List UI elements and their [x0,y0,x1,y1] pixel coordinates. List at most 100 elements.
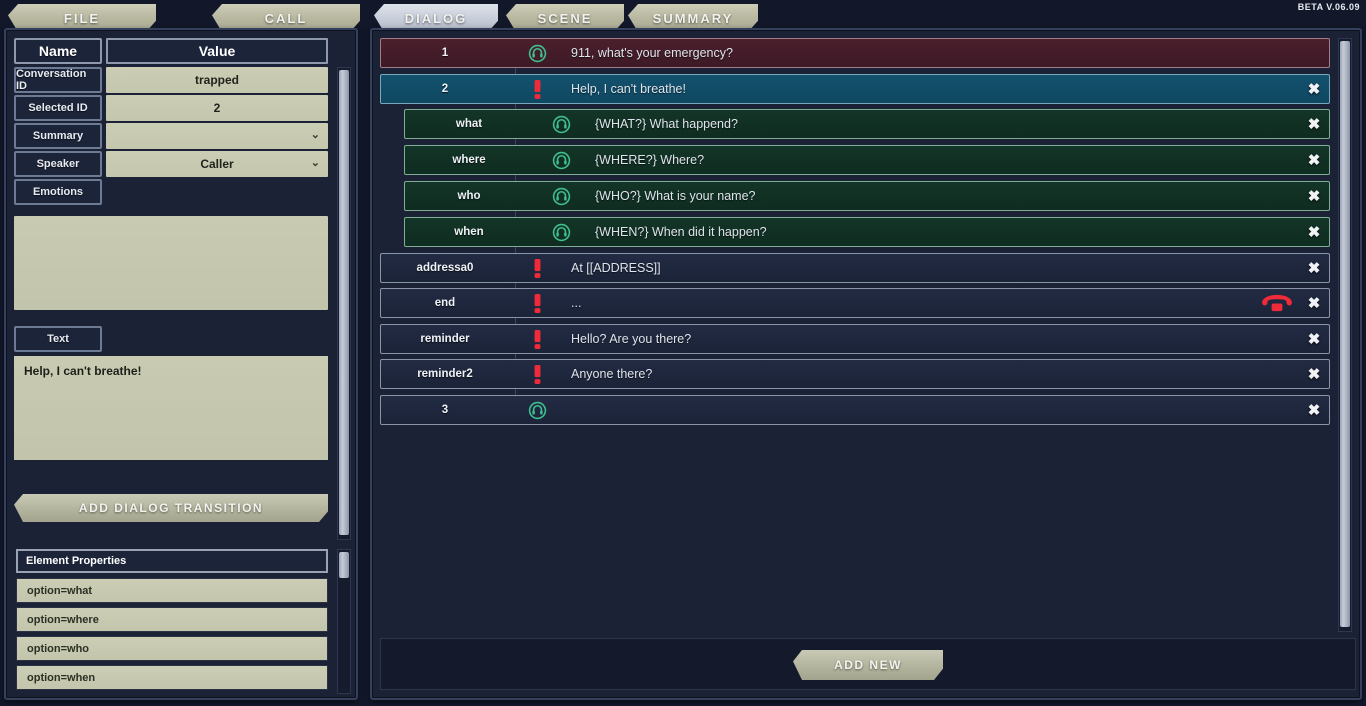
emotions-list-box[interactable] [14,216,328,310]
dialog-row-text: 911, what's your emergency? [571,46,733,60]
element-properties-scrollbar[interactable] [337,549,351,694]
property-row-emotions: Emotions [6,179,356,205]
label-speaker: Speaker [14,151,102,177]
dialog-row[interactable]: what {WHAT?} What happend? ✖ [404,109,1330,139]
delete-row-icon[interactable]: ✖ [1307,223,1321,241]
dialog-panel: 1 911, what's your emergency? ✖ 2 Help, … [370,28,1362,700]
select-speaker[interactable]: Caller ⌄ [106,151,328,177]
dialog-row-id: reminder2 [417,368,473,380]
tab-scene-label: SCENE [537,10,593,26]
dialog-row-text: Hello? Are you there? [571,332,692,346]
dialog-row[interactable]: 1 911, what's your emergency? ✖ [380,38,1330,68]
dialog-list-scrollbar-thumb[interactable] [1340,41,1350,627]
dialog-row-id: reminder [420,333,470,345]
tab-file-label: FILE [63,10,101,26]
dialog-row-text: {WHEN?} When did it happen? [595,225,767,239]
delete-row-icon[interactable]: ✖ [1307,330,1321,348]
delete-row-icon[interactable]: ✖ [1307,151,1321,169]
dialog-row[interactable]: 2 Help, I can't breathe! ✖ [380,74,1330,104]
dialog-row-text: Help, I can't breathe! [571,82,686,96]
column-header-name: Name [14,38,102,64]
dialog-row[interactable]: reminder Hello? Are you there? ✖ [380,324,1330,354]
dialog-row-id: end [434,297,456,309]
dialog-row[interactable]: who {WHO?} What is your name? ✖ [404,181,1330,211]
tab-dialog[interactable]: DIALOG [374,4,498,32]
delete-row-icon[interactable]: ✖ [1307,365,1321,383]
dialog-row[interactable]: when {WHEN?} When did it happen? ✖ [404,217,1330,247]
label-conversation-id: Conversation ID [14,67,102,93]
dialog-row-id: 2 [441,83,449,95]
chevron-down-icon: ⌄ [310,156,320,169]
dialog-row-list: 1 911, what's your emergency? ✖ 2 Help, … [380,38,1338,632]
tab-summary-label: SUMMARY [652,10,734,26]
properties-panel: Name Value Conversation ID trapped Selec… [4,28,358,700]
dialog-list-scrollbar[interactable] [1338,38,1352,632]
headset-icon [509,401,565,420]
select-speaker-value: Caller [200,157,234,171]
properties-scrollbar[interactable] [337,67,351,540]
label-emotions: Emotions [14,179,102,205]
element-properties-header: Element Properties [16,549,328,573]
element-property-item[interactable]: option=when [16,665,328,690]
delete-row-icon[interactable]: ✖ [1307,294,1321,312]
field-conversation-id[interactable]: trapped [106,67,328,93]
dialog-row[interactable]: where {WHERE?} Where? ✖ [404,145,1330,175]
headset-icon [533,187,589,206]
delete-row-icon[interactable]: ✖ [1307,259,1321,277]
dialog-row[interactable]: 3 ✖ [380,395,1330,425]
add-dialog-transition-label: ADD DIALOG TRANSITION [78,501,264,515]
headset-icon [533,223,589,242]
dialog-row-id: addressa0 [416,262,474,274]
exclamation-icon [509,329,565,350]
exclamation-icon [509,293,565,314]
tab-call[interactable]: CALL [212,4,360,32]
dialog-row[interactable]: reminder2 Anyone there? ✖ [380,359,1330,389]
tab-call-label: CALL [264,10,308,26]
element-property-item[interactable]: option=where [16,607,328,632]
tab-file[interactable]: FILE [8,4,156,32]
dialog-row-id: when [454,226,484,238]
add-new-button[interactable]: ADD NEW [793,650,943,680]
headset-icon [533,115,589,134]
tab-scene[interactable]: SCENE [506,4,624,32]
dialog-footer: ADD NEW [380,638,1356,690]
version-label: BETA V.06.09 [1297,2,1360,12]
label-text: Text [14,326,102,352]
delete-row-icon[interactable]: ✖ [1307,187,1321,205]
hangup-phone-icon[interactable] [1255,292,1299,314]
properties-scrollbar-thumb[interactable] [339,70,349,535]
text-input[interactable]: Help, I can't breathe! [14,356,328,460]
dialog-row-text: At [[ADDRESS]] [571,261,661,275]
field-selected-id[interactable]: 2 [106,95,328,121]
field-emotions[interactable] [106,179,328,205]
tab-summary[interactable]: SUMMARY [628,4,758,32]
dialog-row[interactable]: end ... ✖ [380,288,1330,318]
element-property-item[interactable]: option=who [16,636,328,661]
dialog-row-id: who [457,190,481,202]
dialog-row-text: {WHERE?} Where? [595,153,705,167]
dialog-row-text: {WHO?} What is your name? [595,189,756,203]
property-row-speaker: Speaker Caller ⌄ [6,151,356,177]
tab-dialog-label: DIALOG [404,10,468,26]
label-selected-id: Selected ID [14,95,102,121]
delete-row-icon[interactable]: ✖ [1307,401,1321,419]
headset-icon [533,151,589,170]
dialog-row-text: ... [571,296,582,310]
delete-row-icon[interactable]: ✖ [1307,80,1321,98]
property-row-conversation-id: Conversation ID trapped [6,67,356,93]
dialog-row-id: where [452,154,486,166]
properties-header-row: Name Value [6,38,356,64]
add-dialog-transition-button[interactable]: ADD DIALOG TRANSITION [14,494,328,522]
dialog-row-text: Anyone there? [571,367,653,381]
dialog-row-id: 3 [441,404,449,416]
select-summary[interactable]: ⌄ [106,123,328,149]
dialog-row-id: what [455,118,483,130]
delete-row-icon[interactable]: ✖ [1307,115,1321,133]
exclamation-icon [509,79,565,100]
add-new-label: ADD NEW [834,658,902,672]
dialog-row[interactable]: addressa0 At [[ADDRESS]] ✖ [380,253,1330,283]
element-properties-scrollbar-thumb[interactable] [339,552,349,578]
headset-icon [509,44,565,63]
element-property-item[interactable]: option=what [16,578,328,603]
dialog-row-text: {WHAT?} What happend? [595,117,738,131]
